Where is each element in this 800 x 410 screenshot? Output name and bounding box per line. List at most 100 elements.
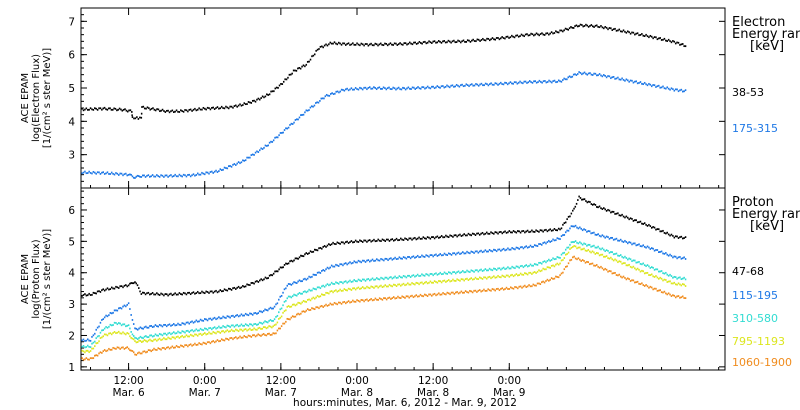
data-point <box>304 65 306 68</box>
data-point <box>488 232 491 235</box>
data-point <box>560 235 563 238</box>
data-point <box>145 335 147 337</box>
data-point <box>149 175 151 178</box>
data-point <box>447 279 450 281</box>
data-point <box>240 313 243 316</box>
data-point <box>512 287 515 290</box>
data-point <box>156 349 158 351</box>
data-point <box>514 230 516 233</box>
data-point <box>444 41 447 44</box>
data-point <box>258 334 261 337</box>
data-point <box>667 87 670 90</box>
data-point <box>110 171 113 174</box>
data-point <box>120 332 123 335</box>
data-point <box>408 283 410 286</box>
data-point <box>325 268 327 271</box>
data-point <box>161 338 164 341</box>
data-point <box>457 270 460 273</box>
data-point <box>456 235 458 238</box>
data-point <box>138 287 140 289</box>
data-point <box>206 341 209 344</box>
data-point <box>447 85 450 88</box>
data-point <box>683 297 685 299</box>
data-point <box>374 259 377 262</box>
data-point <box>529 271 532 274</box>
data-point <box>529 285 532 288</box>
data-point <box>240 286 243 289</box>
data-point <box>576 226 578 229</box>
data-point <box>195 292 198 294</box>
data-point <box>409 276 412 278</box>
data-point <box>330 281 333 284</box>
data-point <box>397 239 399 242</box>
data-point <box>443 86 445 89</box>
data-point <box>91 342 93 345</box>
proton-series-1060-1900 <box>81 255 687 361</box>
data-point <box>247 156 250 159</box>
data-point <box>527 81 530 84</box>
data-point <box>504 268 506 271</box>
data-point <box>240 328 243 331</box>
data-point <box>627 30 629 33</box>
data-point <box>518 274 520 276</box>
data-point <box>535 229 537 232</box>
data-point <box>92 341 95 344</box>
data-point <box>642 244 645 247</box>
data-point <box>103 349 106 351</box>
data-point <box>480 39 483 41</box>
data-point <box>135 327 138 330</box>
data-point <box>473 270 475 273</box>
data-point <box>629 217 632 220</box>
data-point <box>265 309 268 311</box>
data-point <box>380 284 382 287</box>
data-point <box>328 43 330 46</box>
data-point <box>491 269 494 272</box>
data-point <box>201 171 203 174</box>
data-point <box>85 339 88 342</box>
data-point <box>400 88 403 91</box>
data-point <box>305 300 308 303</box>
data-point <box>175 332 178 335</box>
data-point <box>188 108 191 111</box>
data-point <box>421 86 423 88</box>
data-point <box>486 37 488 40</box>
data-point <box>160 174 162 177</box>
data-point <box>627 258 629 261</box>
data-point <box>672 282 674 285</box>
data-point <box>204 342 206 345</box>
data-point <box>618 78 621 81</box>
data-point <box>659 289 661 292</box>
data-point <box>261 148 264 150</box>
data-point <box>236 329 238 332</box>
x-tick-time-label: 0:00 <box>345 375 369 387</box>
data-point <box>598 247 601 250</box>
data-point <box>439 293 441 296</box>
data-point <box>196 343 199 346</box>
data-point <box>453 271 456 273</box>
data-point <box>505 286 508 289</box>
data-point <box>526 229 529 232</box>
data-point <box>514 286 516 288</box>
data-point <box>603 235 605 238</box>
data-point <box>394 238 396 241</box>
data-point <box>666 273 668 276</box>
data-point <box>244 335 247 338</box>
data-point <box>94 292 96 294</box>
data-point <box>450 234 453 237</box>
data-point <box>470 269 473 272</box>
data-point <box>502 288 505 291</box>
data-point <box>240 336 243 339</box>
data-point <box>314 53 316 56</box>
data-point <box>370 285 372 288</box>
data-point <box>271 320 273 322</box>
data-point <box>528 34 531 37</box>
data-point <box>625 241 628 243</box>
data-point <box>537 33 539 36</box>
data-point <box>328 243 330 245</box>
data-point <box>682 90 684 93</box>
data-point <box>264 320 266 323</box>
data-point <box>185 344 188 347</box>
data-point <box>167 332 169 335</box>
data-point <box>497 232 499 235</box>
data-point <box>559 29 561 32</box>
